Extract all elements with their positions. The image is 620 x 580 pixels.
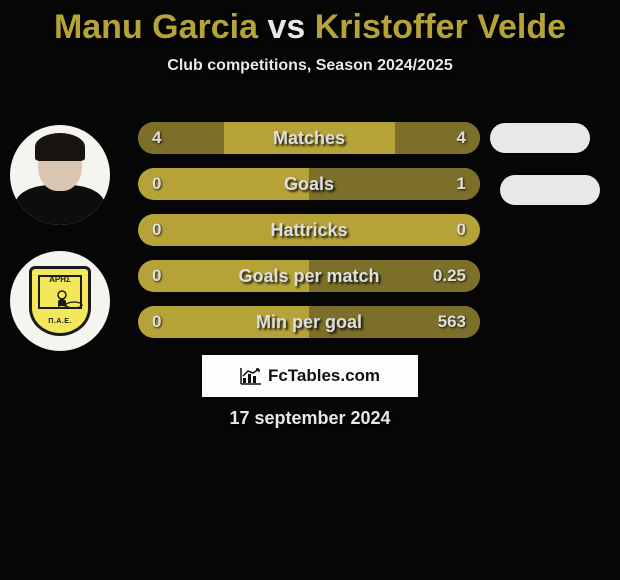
- club-shield-glyph: [52, 287, 84, 311]
- branding-text: FcTables.com: [268, 366, 380, 386]
- title-player1: Manu Garcia: [54, 8, 258, 46]
- stat-bar: 00Hattricks: [138, 214, 480, 246]
- avatar-hair: [35, 133, 85, 161]
- date-text: 17 september 2024: [0, 408, 620, 429]
- page-title: Manu Garcia vs Kristoffer Velde: [0, 0, 620, 47]
- left-column: ΑΡΗΣ Π.Α.Ε.: [10, 125, 110, 351]
- stat-bar: 44Matches: [138, 122, 480, 154]
- stat-bar: 0563Min per goal: [138, 306, 480, 338]
- bar-label: Goals: [138, 168, 480, 200]
- shield-bottom-text: Π.Α.Ε.: [32, 318, 88, 325]
- bar-label: Goals per match: [138, 260, 480, 292]
- shield-top-text: ΑΡΗΣ: [40, 275, 80, 284]
- avatar-body: [15, 185, 105, 225]
- club-badge: ΑΡΗΣ Π.Α.Ε.: [10, 251, 110, 351]
- chart-icon: [240, 367, 262, 385]
- title-vs: vs: [267, 8, 305, 46]
- side-pill-1: [490, 123, 590, 153]
- player-avatar: [10, 125, 110, 225]
- stat-bar: 00.25Goals per match: [138, 260, 480, 292]
- subtitle: Club competitions, Season 2024/2025: [0, 57, 620, 75]
- club-shield-inner: ΑΡΗΣ: [38, 275, 82, 309]
- stat-bar: 01Goals: [138, 168, 480, 200]
- title-player2: Kristoffer Velde: [315, 8, 566, 46]
- side-pill-2: [500, 175, 600, 205]
- club-shield: ΑΡΗΣ Π.Α.Ε.: [29, 266, 91, 336]
- branding-box: FcTables.com: [202, 355, 418, 397]
- bar-label: Hattricks: [138, 214, 480, 246]
- bar-label: Matches: [138, 122, 480, 154]
- comparison-bars: 44Matches 01Goals 00Hattricks 00.25Goals pe…: [138, 122, 480, 352]
- bar-label: Min per goal: [138, 306, 480, 338]
